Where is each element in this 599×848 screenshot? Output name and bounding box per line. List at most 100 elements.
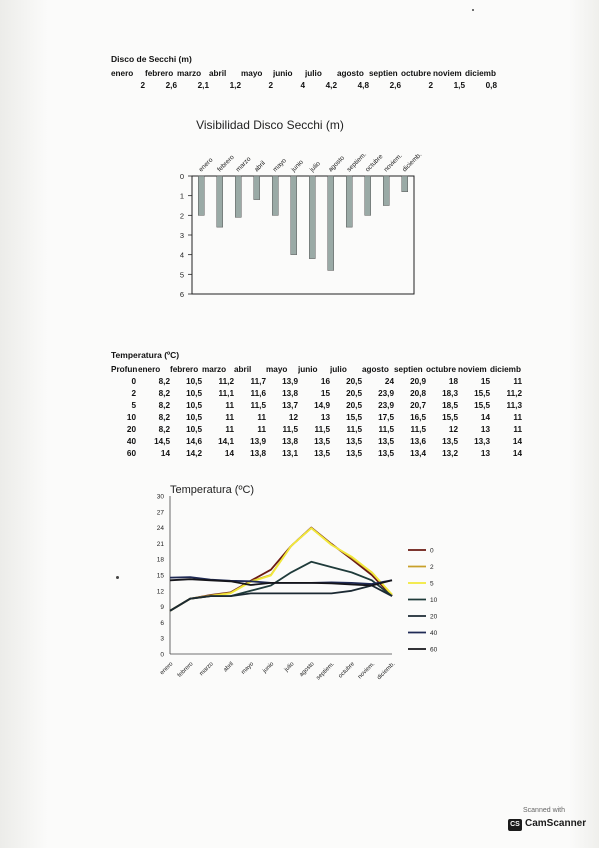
- secchi-value-cell: 1,5: [453, 81, 465, 90]
- secchi-value-cell: 1,2: [229, 81, 241, 90]
- temperature-value-cell: 13: [480, 449, 490, 458]
- y-tick-label: 21: [157, 541, 165, 548]
- temperature-value-cell: 11,6: [250, 389, 266, 398]
- temperature-value-cell: 11,5: [282, 425, 298, 434]
- temperature-value-cell: 11,2: [218, 377, 234, 386]
- y-tick-label: 5: [180, 270, 184, 279]
- temperature-value-cell: 10,5: [186, 389, 202, 398]
- temperature-value-cell: 8,2: [158, 413, 170, 422]
- temperature-value-cell: 20,5: [346, 389, 362, 398]
- x-tick-label: octubre: [338, 661, 357, 680]
- temperature-value-cell: 12: [288, 413, 298, 422]
- secchi-value-cell: 4,8: [357, 81, 369, 90]
- temperature-value-cell: 13,5: [378, 449, 394, 458]
- x-tick-label: noviem.: [383, 152, 404, 173]
- temperature-value-cell: 11,5: [346, 425, 362, 434]
- temperature-value-cell: 11,5: [378, 425, 394, 434]
- temperature-value-cell: 8,2: [158, 389, 170, 398]
- temperature-value-cell: 13,4: [410, 449, 426, 458]
- temperature-month-header: febrero: [170, 365, 199, 374]
- secchi-value-cell: 2,1: [197, 81, 209, 90]
- temperature-value-cell: 8,2: [158, 401, 170, 410]
- temperature-value-cell: 17,5: [378, 413, 394, 422]
- secchi-table-title: Disco de Secchi (m): [111, 54, 192, 64]
- secchi-month-header: noviem: [433, 69, 462, 78]
- temperature-value-cell: 14,9: [314, 401, 330, 410]
- temperature-value-cell: 11,7: [250, 377, 266, 386]
- temperature-value-cell: 23,9: [378, 389, 394, 398]
- temperature-value-cell: 16,5: [410, 413, 426, 422]
- bar: [364, 175, 371, 216]
- y-tick-label: 9: [160, 604, 164, 611]
- table-row: 20 8,2 10,5 11 11 11,5 11,5 11,5 11,5 11,5 12 13 11: [111, 424, 522, 436]
- series-line-2: [169, 527, 393, 612]
- series-line-60: [169, 578, 393, 587]
- scanner-caption: Scanned with: [522, 807, 566, 814]
- series-line-5: [169, 527, 393, 612]
- series-line-0: [169, 526, 393, 612]
- y-tick-label: 0: [160, 652, 164, 659]
- legend-entry: 5: [430, 581, 434, 588]
- temperature-value-cell: 14,2: [186, 449, 202, 458]
- x-tick-label: febrero: [177, 661, 195, 679]
- x-tick-label: noviem.: [357, 661, 376, 680]
- temperature-value-cell: 13: [320, 413, 330, 422]
- table-row: 40 14,5 14,6 14,1 13,9 13,8 13,5 13,5 13,5 13,6 13…: [111, 436, 522, 448]
- temperature-value-cell: 11: [513, 425, 522, 434]
- bar: [346, 175, 353, 228]
- x-tick-label: mayo: [272, 157, 288, 173]
- y-tick-label: 1: [180, 192, 184, 201]
- x-tick-label: enero: [198, 156, 215, 173]
- temperature-value-cell: 11: [257, 425, 266, 434]
- y-tick-label: 24: [157, 525, 165, 532]
- temperature-value-cell: 13,5: [314, 449, 330, 458]
- temperature-value-cell: 13,2: [442, 449, 458, 458]
- x-tick-label: abril: [223, 661, 235, 673]
- temperature-month-header: enero: [138, 365, 161, 374]
- x-tick-label: mayo: [241, 661, 256, 676]
- secchi-value-cell: 2,6: [165, 81, 177, 90]
- x-tick-label: febrero: [216, 154, 236, 174]
- temperature-table-title: Temperatura (ºC): [111, 350, 180, 360]
- x-tick-label: junio: [290, 158, 306, 174]
- depth-cell: 10: [126, 413, 136, 422]
- y-tick-label: 6: [180, 290, 184, 299]
- secchi-value-cell: 2: [140, 81, 145, 90]
- temperature-value-cell: 12: [448, 425, 458, 434]
- table-row: 5 8,2 10,5 11 11,5 13,7 14,9 20,5 23,9 20,7 18,5 15…: [111, 400, 522, 412]
- temperature-value-cell: 11: [257, 413, 266, 422]
- secchi-month-header: diciemb: [465, 69, 496, 78]
- bar: [272, 175, 279, 216]
- depth-cell: 40: [126, 437, 136, 446]
- y-tick-label: 6: [160, 620, 164, 627]
- temperature-value-cell: 18: [448, 377, 458, 386]
- legend-entry: 40: [430, 630, 438, 637]
- depth-cell: 5: [131, 401, 136, 410]
- depth-cell: 20: [126, 425, 136, 434]
- secchi-table: enero febrero marzo abril mayo junio julio agos…: [111, 68, 497, 92]
- temperature-value-cell: 10,5: [186, 425, 202, 434]
- x-tick-label: enero: [159, 661, 175, 677]
- temperature-value-cell: 15,5: [346, 413, 362, 422]
- temperature-corner-header: Profun: [111, 365, 138, 374]
- x-tick-label: marzo: [235, 155, 253, 173]
- temperature-value-cell: 20,8: [410, 389, 426, 398]
- temperature-value-cell: 14: [512, 437, 522, 446]
- table-row: 60 14 14,2 14 13,8 13,1 13,5 13,5 13,5 13,4 13,2 13…: [111, 448, 522, 460]
- temperature-value-cell: 14,5: [154, 437, 170, 446]
- secchi-month-header: febrero: [145, 69, 174, 78]
- temperature-line-chart: Temperatura (ºC) 0 3 6 9 12 15 18 21 24 27 30 enero f…: [157, 484, 438, 681]
- temperature-value-cell: 15: [320, 389, 330, 398]
- bar: [327, 175, 334, 271]
- temperature-value-cell: 11: [513, 377, 522, 386]
- secchi-month-header: abril: [209, 69, 227, 78]
- temperature-value-cell: 13,9: [250, 437, 266, 446]
- temperature-value-cell: 14: [160, 449, 170, 458]
- secchi-values-row: 2 2,6 2,1 1,2 2 4 4,2 4,8 2,6 2 1,5 0,8: [111, 80, 497, 92]
- bar: [309, 175, 316, 259]
- secchi-value-cell: 2: [428, 81, 433, 90]
- temperature-value-cell: 13,8: [250, 449, 266, 458]
- secchi-month-header: junio: [273, 69, 293, 78]
- table-row: 10 8,2 10,5 11 11 12 13 15,5 17,5 16,5 15,5 14 11: [111, 412, 522, 424]
- depth-cell: 2: [131, 389, 136, 398]
